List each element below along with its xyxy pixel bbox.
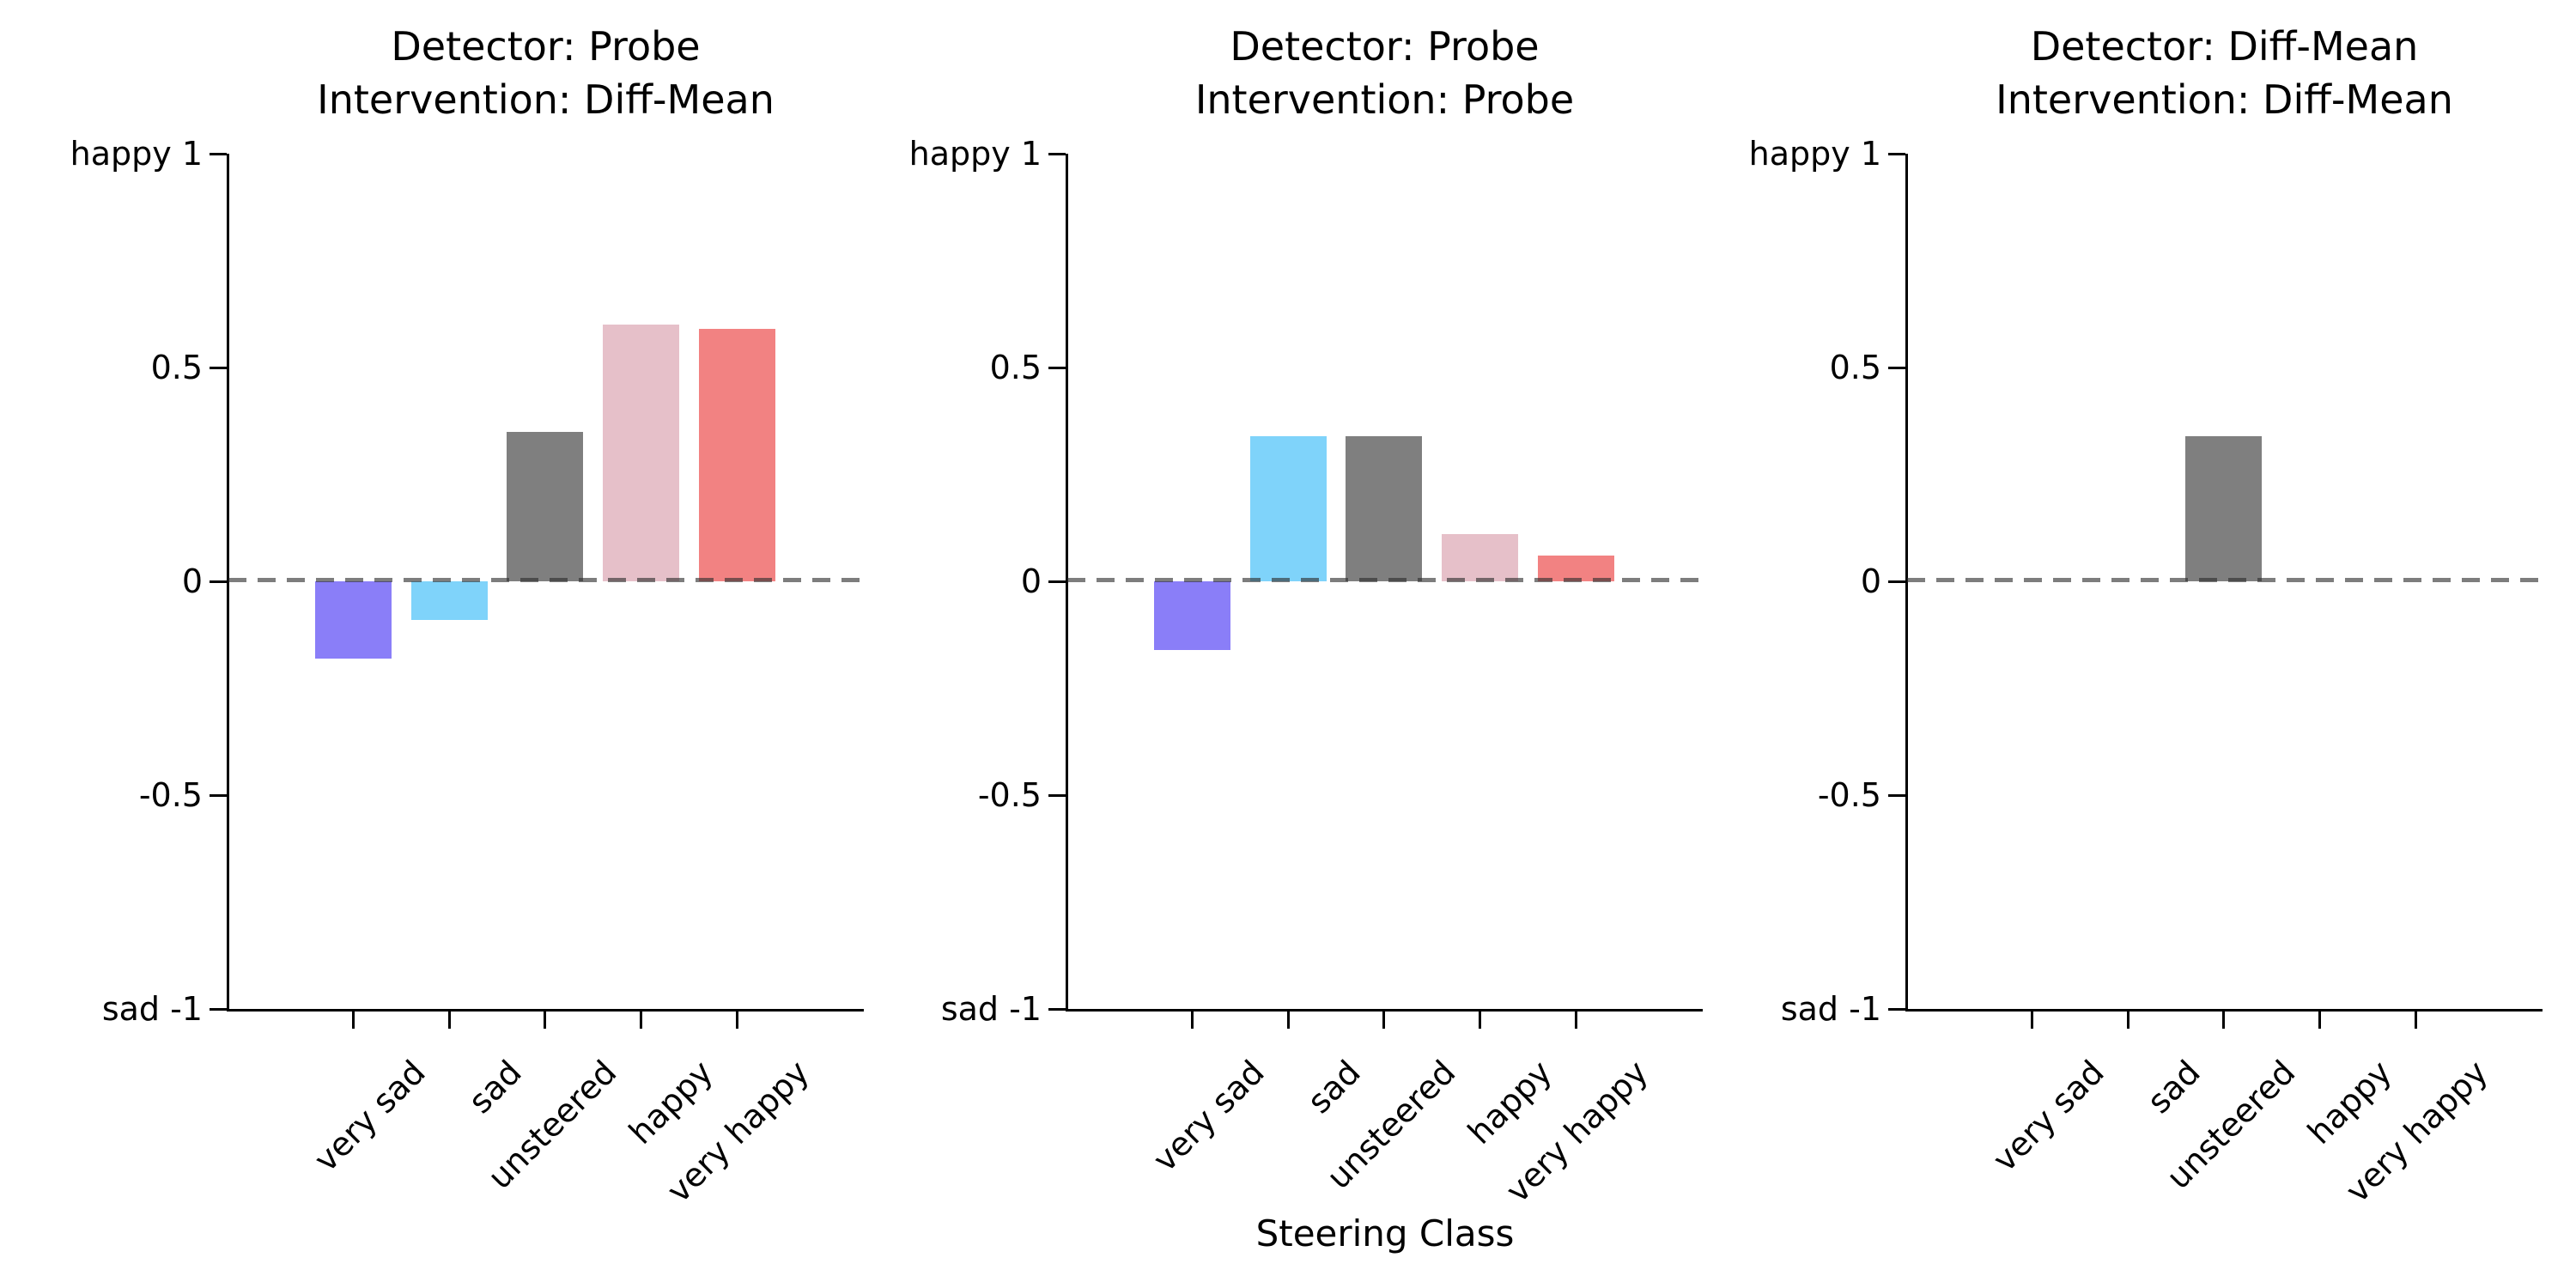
y-tick-label-sad--1: sad -1 [1780,990,1881,1028]
y-tick-mark [210,366,227,369]
subplot-title: Detector: Diff-Mean Intervention: Diff-M… [1856,20,2576,126]
x-tick-mark [2414,1012,2417,1029]
x-tick-mark [2126,1012,2129,1029]
y-tick-label-0.5: 0.5 [150,349,203,386]
zero-dashed-line [228,578,863,582]
y-tick-label-0.5: 0.5 [989,349,1042,386]
x-tick-mark [1286,1012,1290,1029]
zero-dashed-line [1067,578,1702,582]
x-tick-label-sad: sad [2139,1053,2208,1121]
x-tick-mark [1190,1012,1194,1029]
x-tick-label-very-sad: very sad [1984,1053,2111,1179]
y-tick-label--0.5: -0.5 [1817,776,1881,814]
x-tick-mark [351,1012,355,1029]
y-tick-mark [1888,793,1905,797]
x-axis-line [1066,1009,1703,1012]
y-tick-mark [210,793,227,797]
y-tick-label-happy-1: happy 1 [908,135,1042,173]
y-tick-mark [210,152,227,155]
y-tick-label-0.5: 0.5 [1829,349,1881,386]
y-tick-label-0: 0 [1020,562,1042,600]
y-tick-mark [1888,366,1905,369]
y-tick-mark [210,580,227,583]
y-tick-mark [1048,366,1066,369]
y-tick-label--0.5: -0.5 [977,776,1042,814]
x-tick-mark [543,1012,546,1029]
x-tick-mark [1382,1012,1385,1029]
x-tick-label-very-sad: very sad [306,1053,433,1179]
y-tick-label-sad--1: sad -1 [101,990,203,1028]
subplot-title-line2: Intervention: Diff-Mean [317,76,775,123]
x-tick-label-very-sad: very sad [1145,1053,1272,1179]
x-axis-line [227,1009,864,1012]
x-tick-mark [2221,1012,2225,1029]
x-tick-mark [735,1012,738,1029]
x-tick-mark [639,1012,642,1029]
subplot-title-line2: Intervention: Probe [1194,76,1575,123]
subplot-title-line1: Detector: Probe [1230,23,1540,70]
y-tick-mark [1048,580,1066,583]
y-axis-line [227,154,229,1012]
subplot-probe-diffmean: Detector: Probe Intervention: Diff-Mean … [70,23,864,1210]
y-tick-label-sad--1: sad -1 [940,990,1042,1028]
y-tick-label--0.5: -0.5 [138,776,203,814]
bar-sad [1249,436,1327,581]
bar-unsteered [2184,436,2262,581]
zero-dashed-line [1907,578,2542,582]
bar-very-happy [698,329,775,581]
y-tick-mark [1048,1007,1066,1011]
y-tick-mark [1048,152,1066,155]
bar-very-sad [1153,581,1230,650]
y-tick-mark [1888,152,1905,155]
x-tick-label-sad: sad [1299,1053,1368,1121]
subplot-title: Detector: Probe Intervention: Diff-Mean [177,20,914,126]
y-tick-label-happy-1: happy 1 [1748,135,1881,173]
bar-happy [1441,534,1518,581]
bar-happy [602,325,679,581]
bar-unsteered [1345,436,1422,581]
x-tick-label-sad: sad [460,1053,529,1121]
bar-very-sad [314,581,392,659]
y-tick-mark [1048,793,1066,797]
y-axis-line [1066,154,1068,1012]
y-tick-label-0: 0 [181,562,203,600]
x-axis-label: Steering Class [1255,1212,1515,1255]
x-tick-mark [2030,1012,2033,1029]
subplot-title: Detector: Probe Intervention: Probe [1016,20,1753,126]
subplot-title-line2: Intervention: Diff-Mean [1996,76,2453,123]
subplot-title-line1: Detector: Diff-Mean [2030,23,2419,70]
subplot-title-line1: Detector: Probe [391,23,701,70]
bar-unsteered [506,432,583,581]
y-tick-mark [1888,580,1905,583]
subplot-probe-probe: Detector: Probe Intervention: Probe happ… [909,23,1703,1210]
x-tick-mark [447,1012,451,1029]
x-axis-line [1905,1009,2543,1012]
y-axis-line [1905,154,1908,1012]
y-tick-label-0: 0 [1860,562,1881,600]
x-tick-mark [1478,1012,1481,1029]
y-tick-label-happy-1: happy 1 [70,135,203,173]
subplot-diffmean-diffmean: Detector: Diff-Mean Intervention: Diff-M… [1749,23,2543,1210]
y-tick-mark [210,1007,227,1011]
x-tick-mark [1574,1012,1577,1029]
x-tick-mark [2318,1012,2321,1029]
bar-sad [410,581,488,620]
bar-very-happy [1537,556,1614,581]
y-tick-mark [1888,1007,1905,1011]
